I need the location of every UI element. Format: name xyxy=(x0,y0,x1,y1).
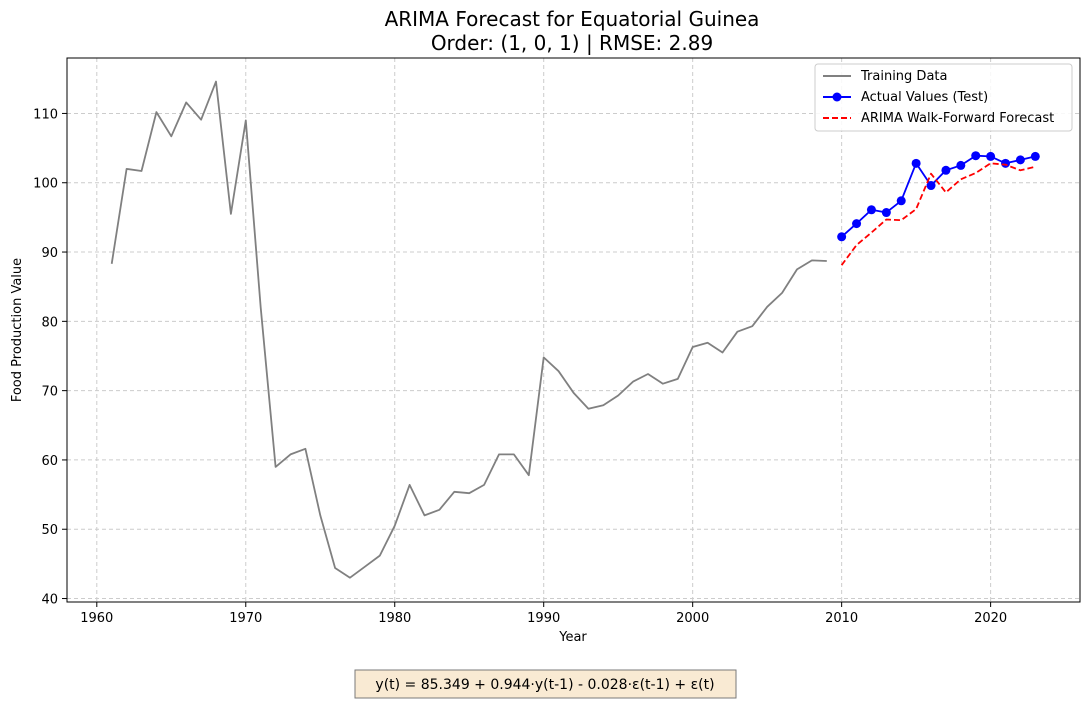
y-tick-label: 100 xyxy=(33,177,58,192)
chart-title: ARIMA Forecast for Equatorial Guinea xyxy=(385,7,760,31)
y-tick-label: 80 xyxy=(41,315,58,330)
y-tick-label: 40 xyxy=(41,593,58,608)
legend: Training Data Actual Values (Test) ARIMA… xyxy=(814,63,1073,132)
actual-value-point xyxy=(1001,158,1011,168)
actual-value-point xyxy=(986,151,996,161)
actual-value-point xyxy=(866,205,876,215)
y-tick-label: 50 xyxy=(41,523,58,538)
legend-marker-actual xyxy=(832,92,842,102)
training-data-line xyxy=(110,80,827,579)
x-tick-label: 1960 xyxy=(80,611,113,626)
legend-label-training: Training Data xyxy=(860,69,947,84)
x-tick-label: 2020 xyxy=(974,611,1007,626)
y-tick-label: 70 xyxy=(41,385,58,400)
x-tick-label: 1980 xyxy=(378,611,411,626)
y-axis-label: Food Production Value xyxy=(10,258,25,402)
legend-label-forecast: ARIMA Walk-Forward Forecast xyxy=(861,111,1054,126)
actual-value-point xyxy=(1030,151,1040,161)
actual-value-point xyxy=(926,181,936,191)
actual-value-point xyxy=(911,158,921,168)
legend-box xyxy=(814,63,1073,132)
y-tick-label: 60 xyxy=(41,454,58,469)
grid-lines xyxy=(67,58,1080,602)
x-tick-label: 2010 xyxy=(825,611,858,626)
plot-frame xyxy=(66,57,1081,603)
x-tick-label: 1970 xyxy=(229,611,262,626)
chart-subtitle: Order: (1, 0, 1) | RMSE: 2.89 xyxy=(431,31,713,55)
actual-value-point xyxy=(837,232,847,242)
actual-value-point xyxy=(971,151,981,161)
x-tick-label: 1990 xyxy=(527,611,560,626)
y-tick-label: 110 xyxy=(33,107,58,122)
series-layer xyxy=(110,80,1040,579)
actual-value-point xyxy=(1015,155,1025,165)
equation-box: y(t) = 85.349 + 0.944·y(t-1) - 0.028·ε(t… xyxy=(354,669,737,699)
actual-value-point xyxy=(941,165,951,175)
forecast-line xyxy=(840,162,1036,266)
x-axis-label: Year xyxy=(558,630,587,645)
actual-value-point xyxy=(852,219,862,229)
x-tick-label: 2000 xyxy=(676,611,709,626)
y-tick-label: 90 xyxy=(41,246,58,261)
equation-text: y(t) = 85.349 + 0.944·y(t-1) - 0.028·ε(t… xyxy=(375,677,714,693)
actual-value-point xyxy=(881,208,891,218)
legend-label-actual: Actual Values (Test) xyxy=(861,90,988,105)
y-axis: 40 50 60 70 80 90 100 110 xyxy=(33,107,67,608)
actual-value-point xyxy=(956,160,966,170)
x-axis: 1960 1970 1980 1990 2000 2010 2020 xyxy=(80,602,1007,626)
equation-background xyxy=(354,669,737,699)
actual-value-point xyxy=(896,196,906,206)
actual-values-line xyxy=(841,154,1036,238)
